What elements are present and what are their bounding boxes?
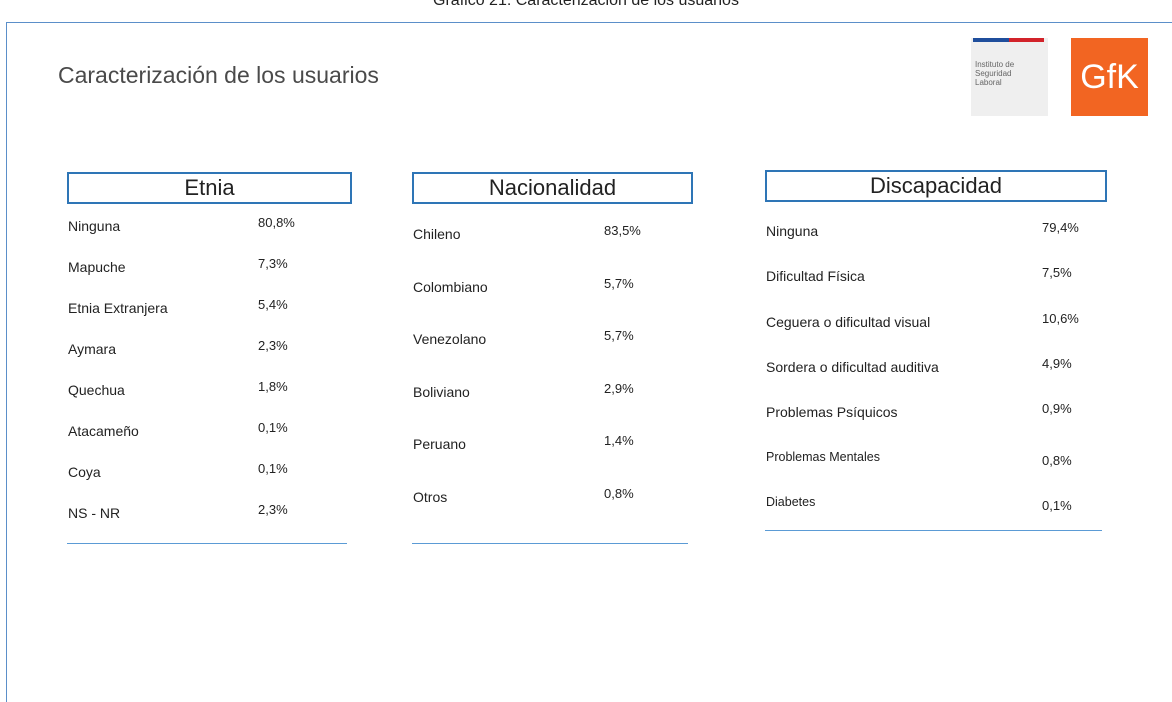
row-value: 83,5% bbox=[604, 223, 641, 238]
row-label: Problemas Psíquicos bbox=[766, 404, 898, 421]
row-label: Venezolano bbox=[413, 331, 487, 348]
row-value: 0,1% bbox=[258, 420, 288, 435]
table-title: Etnia bbox=[67, 172, 352, 204]
row-label: Mapuche bbox=[68, 259, 126, 275]
table-title: Nacionalidad bbox=[412, 172, 693, 204]
row-label: Problemas Mentales bbox=[766, 449, 880, 464]
row-label: Diabetes bbox=[766, 494, 816, 509]
row-value: 80,8% bbox=[258, 215, 295, 230]
row-label: Ninguna bbox=[766, 223, 819, 239]
row-label: Quechua bbox=[68, 382, 125, 398]
row-value: 4,9% bbox=[1042, 355, 1072, 371]
row-label: Peruano bbox=[413, 436, 466, 453]
row-label: Etnia Extranjera bbox=[68, 300, 168, 316]
row-label: Ceguera o dificultad visual bbox=[766, 313, 931, 330]
table-rule bbox=[412, 543, 688, 544]
row-value: 2,3% bbox=[258, 502, 288, 517]
table-rule bbox=[67, 543, 347, 544]
row-label: Colombiano bbox=[413, 278, 488, 295]
table-rule bbox=[765, 530, 1102, 531]
row-value: 0,1% bbox=[258, 461, 288, 476]
slide-title: Caracterización de los usuarios bbox=[58, 62, 379, 88]
row-value: 1,8% bbox=[258, 379, 288, 394]
row-value: 7,5% bbox=[1042, 265, 1072, 281]
row-value: 0,9% bbox=[1042, 401, 1072, 417]
row-label: Aymara bbox=[68, 341, 116, 357]
row-value: 5,7% bbox=[604, 275, 634, 291]
row-label: Sordera o dificultad auditiva bbox=[766, 358, 939, 375]
row-value: 0,8% bbox=[604, 486, 634, 501]
row-label: Otros bbox=[413, 489, 448, 505]
row-value: 2,3% bbox=[258, 338, 288, 353]
row-value: 5,7% bbox=[604, 328, 634, 344]
row-value: 0,1% bbox=[1042, 497, 1072, 513]
row-label: NS - NR bbox=[68, 505, 121, 521]
caption: Gráfico 21: Caracterización de los usuar… bbox=[433, 0, 739, 9]
page: {"caption": "Gráfico 21: Caracterización… bbox=[6, 0, 1172, 702]
slide-frame bbox=[6, 22, 1172, 702]
row-value: 79,4% bbox=[1042, 220, 1079, 235]
row-label: Ninguna bbox=[68, 218, 121, 234]
table-title: Discapacidad bbox=[765, 170, 1107, 202]
row-value: 0,8% bbox=[1042, 452, 1072, 468]
row-value: 2,9% bbox=[604, 380, 634, 396]
isl-logo: Instituto de Seguridad Laboral bbox=[971, 38, 1048, 116]
gfk-logo: GfK bbox=[1071, 38, 1148, 116]
row-label: Boliviano bbox=[413, 383, 470, 400]
row-label: Chileno bbox=[413, 226, 461, 242]
isl-logo-text: Instituto de Seguridad Laboral bbox=[975, 60, 1015, 87]
row-value: 7,3% bbox=[258, 256, 288, 271]
row-label: Atacameño bbox=[68, 423, 139, 439]
row-label: Coya bbox=[68, 464, 101, 480]
row-value: 5,4% bbox=[258, 297, 288, 312]
row-value: 10,6% bbox=[1042, 310, 1079, 326]
row-value: 1,4% bbox=[604, 433, 634, 449]
row-label: Dificultad Física bbox=[766, 268, 865, 285]
